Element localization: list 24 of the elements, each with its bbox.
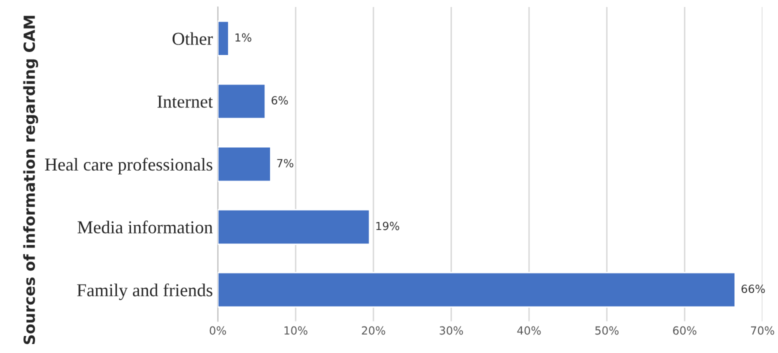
y-tick-label: Other xyxy=(172,32,213,45)
data-label: 7% xyxy=(277,158,294,168)
x-tick-label: 60% xyxy=(673,326,696,335)
y-tick-label: Media information xyxy=(78,220,213,234)
bar xyxy=(218,20,230,56)
x-tick-label: 20% xyxy=(362,326,386,335)
x-tick-label: 50% xyxy=(595,326,619,335)
y-tick-label: Heal care professionals xyxy=(45,158,212,174)
x-tick-label: 10% xyxy=(284,326,308,335)
data-label: 6% xyxy=(272,96,288,105)
data-label: 19% xyxy=(376,222,400,230)
x-tick-label: 40% xyxy=(517,326,541,335)
bar xyxy=(218,272,736,308)
x-tick-label: 70% xyxy=(751,326,774,335)
bar xyxy=(218,146,272,182)
y-tick-label: Family and friends xyxy=(77,283,212,300)
x-tick-label: 30% xyxy=(440,326,463,335)
x-tick-label: 0% xyxy=(210,326,226,335)
data-label: 66% xyxy=(742,284,765,294)
y-tick-label: Internet xyxy=(157,96,213,108)
bar xyxy=(218,209,370,245)
data-label: 1% xyxy=(236,33,252,42)
y-axis-title: Sources of information regarding CAM xyxy=(23,16,38,344)
bar xyxy=(218,83,266,120)
